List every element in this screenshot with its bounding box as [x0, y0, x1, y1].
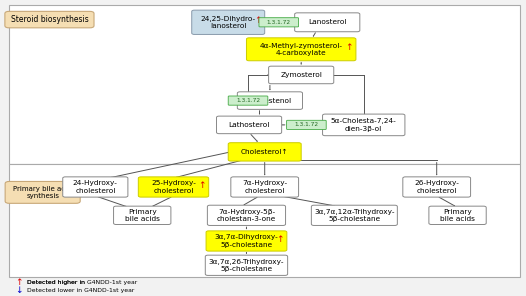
Text: 4α-Methyl-zymosterol-
4-carboxylate: 4α-Methyl-zymosterol- 4-carboxylate [260, 43, 342, 56]
FancyBboxPatch shape [205, 255, 288, 275]
FancyBboxPatch shape [207, 205, 286, 226]
Text: Detected higher in: Detected higher in [27, 280, 87, 285]
FancyBboxPatch shape [311, 205, 397, 226]
Text: 5α-Cholesta-7,24-
dien-3β-ol: 5α-Cholesta-7,24- dien-3β-ol [331, 118, 397, 132]
FancyBboxPatch shape [295, 13, 360, 32]
Text: ↑: ↑ [276, 235, 284, 244]
FancyBboxPatch shape [269, 66, 334, 84]
Text: Zymosterol: Zymosterol [280, 72, 322, 78]
FancyBboxPatch shape [192, 10, 265, 34]
Text: 7α-Hydroxy-
cholesterol: 7α-Hydroxy- cholesterol [242, 180, 287, 194]
Text: 1.3.1.72: 1.3.1.72 [267, 20, 291, 25]
FancyBboxPatch shape [9, 164, 520, 277]
Text: Cholesterol↑: Cholesterol↑ [241, 149, 288, 155]
FancyBboxPatch shape [114, 206, 171, 224]
FancyBboxPatch shape [206, 231, 287, 251]
Text: 24-Hydroxy-
cholesterol: 24-Hydroxy- cholesterol [73, 180, 118, 194]
Text: 24,25-Dihydro-
lanosterol: 24,25-Dihydro- lanosterol [200, 16, 256, 29]
FancyBboxPatch shape [138, 177, 209, 197]
Text: Primary
bile acids: Primary bile acids [125, 209, 160, 222]
FancyBboxPatch shape [259, 18, 299, 27]
FancyBboxPatch shape [287, 120, 326, 129]
Text: ↑: ↑ [16, 278, 23, 287]
Text: Cholestenol: Cholestenol [248, 98, 291, 104]
FancyBboxPatch shape [217, 116, 281, 134]
Text: Detected lower in G4NDD-1st year: Detected lower in G4NDD-1st year [27, 288, 135, 293]
Text: 3α,7α-Dihydroxy-
5β-cholestane: 3α,7α-Dihydroxy- 5β-cholestane [215, 234, 278, 248]
Text: 26-Hydroxy-
cholesterol: 26-Hydroxy- cholesterol [414, 180, 459, 194]
FancyBboxPatch shape [322, 114, 405, 136]
Text: 1.3.1.72: 1.3.1.72 [236, 98, 260, 103]
Text: 25-Hydroxy-
cholesterol: 25-Hydroxy- cholesterol [151, 180, 196, 194]
Text: Detected higher in G4NDD-1st year: Detected higher in G4NDD-1st year [27, 280, 137, 285]
Text: 7α-Hydroxy-5β-
cholestan-3-one: 7α-Hydroxy-5β- cholestan-3-one [217, 209, 276, 222]
Text: ↑: ↑ [198, 181, 206, 190]
Text: Lathosterol: Lathosterol [228, 122, 270, 128]
FancyBboxPatch shape [5, 11, 94, 28]
Text: 3α,7α,26-Trihydroxy-
5β-cholestane: 3α,7α,26-Trihydroxy- 5β-cholestane [209, 258, 284, 272]
Text: ↑: ↑ [346, 44, 353, 52]
Text: 1.3.1.72: 1.3.1.72 [295, 122, 318, 127]
Text: Primary
bile acids: Primary bile acids [440, 209, 475, 222]
FancyBboxPatch shape [9, 5, 520, 164]
Text: 3α,7α,12α-Trihydroxy-
5β-cholestane: 3α,7α,12α-Trihydroxy- 5β-cholestane [314, 209, 394, 222]
FancyBboxPatch shape [5, 181, 80, 203]
Text: ↑: ↑ [254, 17, 261, 25]
FancyBboxPatch shape [228, 143, 301, 161]
Text: Lanosterol: Lanosterol [308, 19, 347, 25]
FancyBboxPatch shape [231, 177, 299, 197]
FancyBboxPatch shape [429, 206, 486, 224]
FancyBboxPatch shape [403, 177, 471, 197]
Text: Steroid biosynthesis: Steroid biosynthesis [11, 15, 88, 24]
FancyBboxPatch shape [237, 92, 302, 109]
FancyBboxPatch shape [228, 96, 268, 105]
Text: ↓: ↓ [16, 286, 23, 295]
FancyBboxPatch shape [247, 38, 356, 61]
Text: Primary bile acid
synthesis: Primary bile acid synthesis [14, 186, 72, 199]
FancyBboxPatch shape [63, 177, 128, 197]
